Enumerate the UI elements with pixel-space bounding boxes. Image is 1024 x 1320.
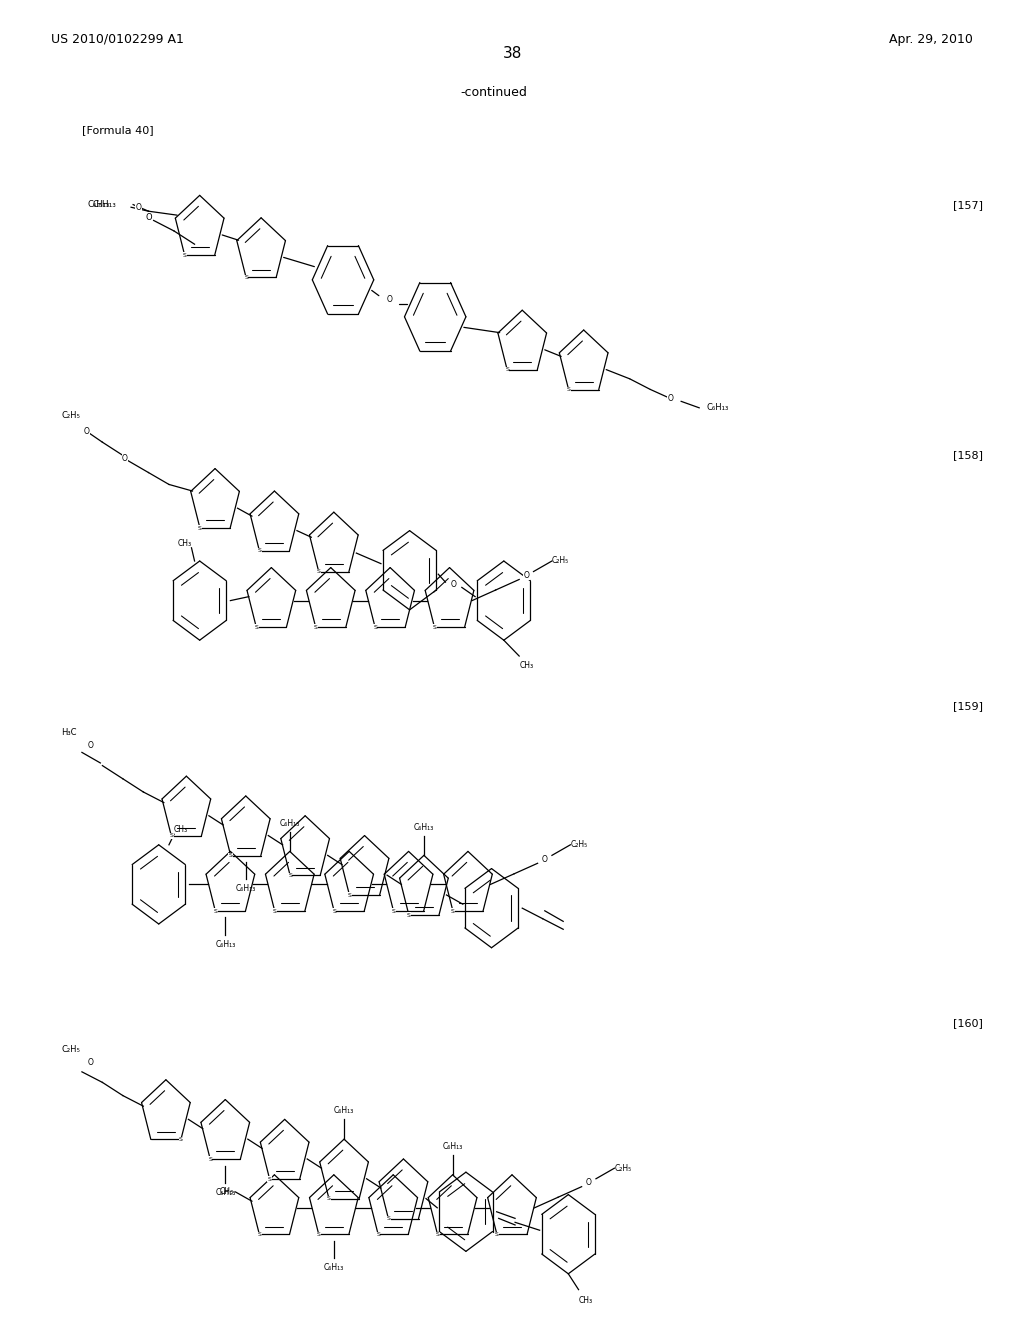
Text: US 2010/0102299 A1: US 2010/0102299 A1 xyxy=(51,33,184,46)
Text: S: S xyxy=(257,1232,261,1237)
Text: CH₃: CH₃ xyxy=(174,825,188,834)
Text: S: S xyxy=(272,908,276,913)
Text: S: S xyxy=(244,275,248,280)
Text: S: S xyxy=(267,1176,271,1181)
Text: CH₃: CH₃ xyxy=(177,539,191,548)
Text: S: S xyxy=(182,252,186,257)
Text: S: S xyxy=(432,624,436,630)
Text: 38: 38 xyxy=(503,46,521,61)
Text: [158]: [158] xyxy=(953,450,983,461)
Text: S: S xyxy=(373,624,377,630)
Text: C₆H₁₃: C₆H₁₃ xyxy=(92,201,116,209)
Text: C₂H₅: C₂H₅ xyxy=(570,841,588,849)
Text: S: S xyxy=(386,1216,390,1221)
Text: C₆H₁₃: C₆H₁₃ xyxy=(280,818,300,828)
Text: C₆H₁₃: C₆H₁₃ xyxy=(707,404,729,412)
Text: S: S xyxy=(495,1232,499,1237)
Text: O: O xyxy=(87,1059,93,1067)
Text: S: S xyxy=(316,1232,321,1237)
Text: O: O xyxy=(586,1179,592,1187)
Text: CH₃: CH₃ xyxy=(519,661,534,671)
Text: S: S xyxy=(179,1137,183,1142)
Text: S: S xyxy=(376,1232,380,1237)
Text: H₃C: H₃C xyxy=(61,729,77,737)
Text: S: S xyxy=(198,525,202,531)
Text: O: O xyxy=(87,742,93,750)
Text: S: S xyxy=(566,387,570,392)
Text: S: S xyxy=(435,1232,439,1237)
Text: C₂H₅: C₂H₅ xyxy=(552,557,569,565)
Text: S: S xyxy=(391,908,395,913)
Text: S: S xyxy=(257,548,261,553)
Text: S: S xyxy=(313,624,317,630)
Text: C₆H₁₃: C₆H₁₃ xyxy=(334,1106,354,1115)
Text: O: O xyxy=(668,395,674,403)
Text: S: S xyxy=(347,892,351,898)
Text: [160]: [160] xyxy=(953,1018,983,1028)
Text: S: S xyxy=(327,1196,331,1201)
Text: S: S xyxy=(228,853,232,858)
Text: C₆H₁₃: C₆H₁₃ xyxy=(414,822,434,832)
Text: S: S xyxy=(208,1156,212,1162)
Text: O: O xyxy=(122,454,128,462)
Text: S: S xyxy=(254,624,258,630)
Text: S: S xyxy=(288,873,292,878)
Text: S: S xyxy=(407,912,411,917)
Text: O: O xyxy=(145,214,152,222)
Text: C₆H₁₃: C₆H₁₃ xyxy=(215,940,236,949)
Text: [157]: [157] xyxy=(953,199,983,210)
Text: S: S xyxy=(332,908,336,913)
Text: C₆H₁₃: C₆H₁₃ xyxy=(87,201,110,209)
Text: S: S xyxy=(451,908,455,913)
Text: CH₃: CH₃ xyxy=(579,1296,593,1305)
Text: C₆H₁₃: C₆H₁₃ xyxy=(236,884,256,894)
Text: O: O xyxy=(523,572,529,579)
Text: Apr. 29, 2010: Apr. 29, 2010 xyxy=(889,33,973,46)
Text: S: S xyxy=(169,833,173,838)
Text: -continued: -continued xyxy=(461,86,527,99)
Text: S: S xyxy=(505,367,509,372)
Text: C₂H₅: C₂H₅ xyxy=(61,412,80,420)
Text: [159]: [159] xyxy=(953,701,983,711)
Text: C₆H₁₃: C₆H₁₃ xyxy=(442,1142,463,1151)
Text: C₂H₅: C₂H₅ xyxy=(61,1045,80,1053)
Text: C₆H₁₃: C₆H₁₃ xyxy=(324,1263,344,1272)
Text: O: O xyxy=(542,855,548,863)
Text: O: O xyxy=(84,428,90,436)
Text: C₂H₅: C₂H₅ xyxy=(614,1164,632,1172)
Text: O: O xyxy=(451,581,457,589)
Text: S: S xyxy=(316,569,321,574)
Text: S: S xyxy=(213,908,217,913)
Text: O: O xyxy=(386,296,392,304)
Text: O: O xyxy=(135,203,141,211)
Text: CH₃: CH₃ xyxy=(219,1188,233,1196)
Text: [Formula 40]: [Formula 40] xyxy=(82,125,154,136)
Text: C₆H₁₃: C₆H₁₃ xyxy=(215,1188,236,1197)
